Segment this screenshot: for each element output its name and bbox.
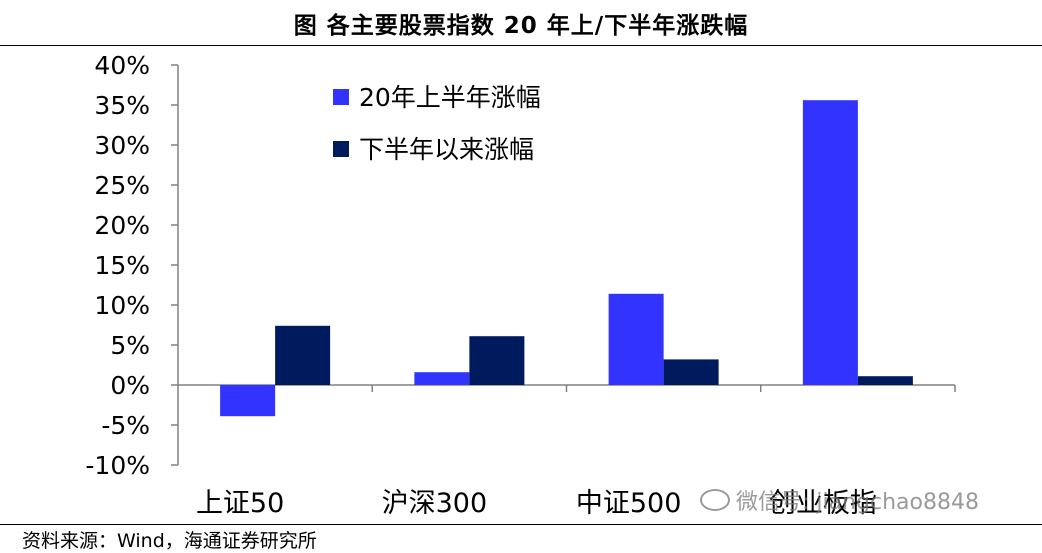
y-tick-label: 40% <box>94 51 150 80</box>
chart-title: 图 各主要股票指数 20 年上/下半年涨跌幅 <box>293 13 749 39</box>
y-tick-label: -5% <box>101 411 150 440</box>
legend-swatch <box>333 141 349 157</box>
wechat-icon <box>700 489 730 511</box>
bar <box>608 293 664 385</box>
legend-swatch <box>333 89 349 105</box>
watermark: 微信号: jiangchao8848 <box>700 484 979 516</box>
bar-chart: 40% 35% 30% 25% 20% 15% 10% 5% 0% -5% -10% 上证50 沪深30… <box>85 51 956 519</box>
y-tick-label: 5% <box>110 331 150 360</box>
x-tick-label: 上证50 <box>196 488 284 519</box>
bar <box>857 376 913 385</box>
y-tick-label: 15% <box>94 251 150 280</box>
title-rule <box>0 45 1042 46</box>
legend-label: 20年上半年涨幅 <box>359 83 541 112</box>
x-tick-label: 中证500 <box>576 488 682 519</box>
watermark-text: 微信号: jiangchao8848 <box>736 490 979 515</box>
bar <box>275 325 331 385</box>
source-note: 资料来源：Wind，海通证券研究所 <box>22 530 317 552</box>
y-tick-label: 20% <box>94 211 150 240</box>
bar <box>802 100 858 385</box>
source-rule <box>0 524 1042 525</box>
x-tick-label: 沪深300 <box>382 488 488 519</box>
x-tick-label: 创业板指 <box>769 488 877 519</box>
bar <box>414 372 470 385</box>
bar <box>220 385 276 417</box>
legend-label: 下半年以来涨幅 <box>359 135 534 164</box>
y-tick-label: 35% <box>94 91 150 120</box>
y-tick-label: 10% <box>94 291 150 320</box>
y-tick-label: 0% <box>110 371 150 400</box>
bar <box>663 359 719 385</box>
bar <box>469 336 525 385</box>
y-tick-label: -10% <box>85 451 150 480</box>
y-tick-label: 25% <box>94 171 150 200</box>
y-tick-label: 30% <box>94 131 150 160</box>
